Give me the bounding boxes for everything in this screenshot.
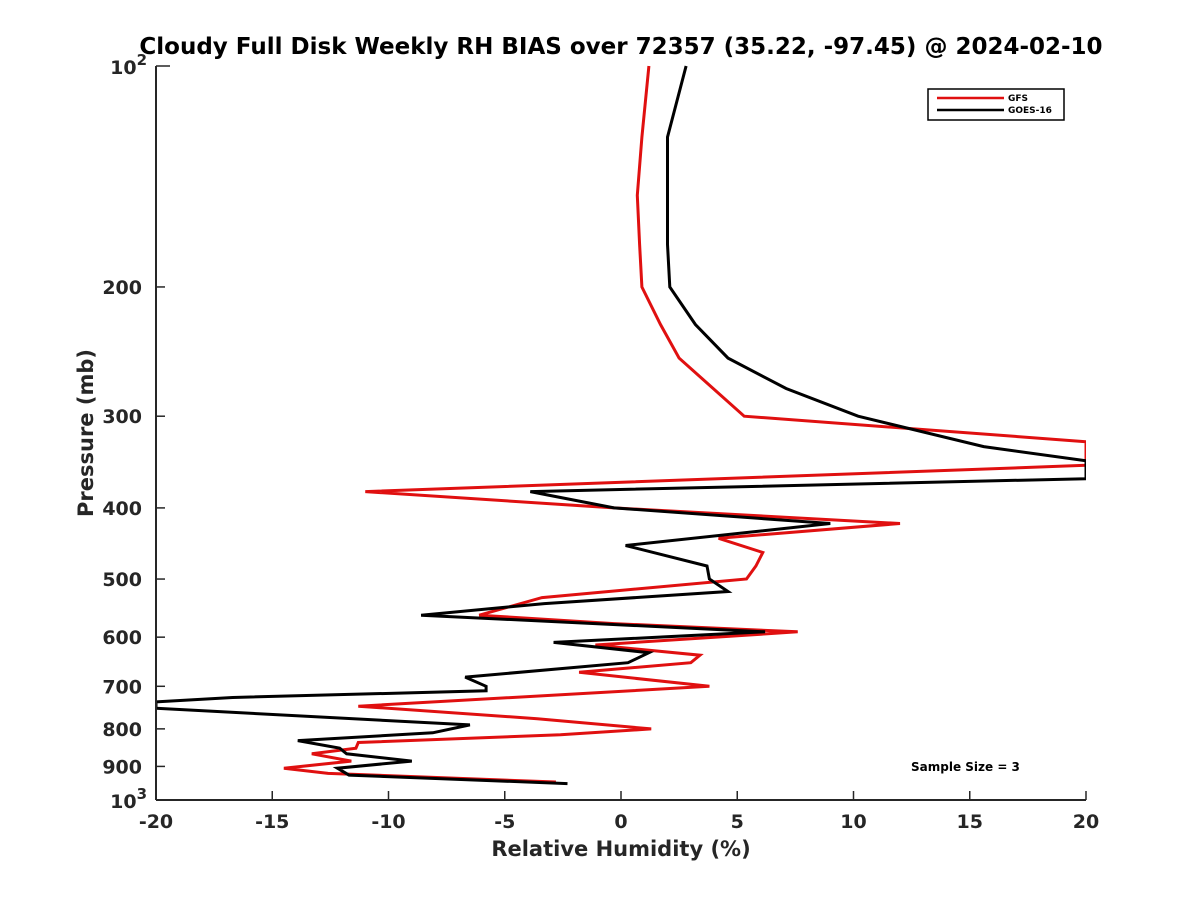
legend-label-gfs: GFS bbox=[1008, 94, 1028, 104]
series-line-gfs bbox=[283, 65, 1086, 784]
x-tick-label: -10 bbox=[371, 811, 405, 833]
legend-box bbox=[927, 88, 1065, 121]
legend: GFS GOES-16 bbox=[927, 88, 1065, 121]
y-major-tick-label: 103 bbox=[110, 785, 147, 813]
x-tick-label: -20 bbox=[139, 811, 173, 833]
y-tick-label: 700 bbox=[102, 676, 142, 698]
x-tick-label: 0 bbox=[614, 811, 627, 833]
y-axis-label: Pressure (mb) bbox=[74, 349, 98, 517]
y-tick-label: 300 bbox=[102, 406, 142, 428]
x-axis-label: Relative Humidity (%) bbox=[491, 837, 750, 861]
y-tick-label: 400 bbox=[102, 498, 142, 520]
y-tick-label: 200 bbox=[102, 277, 142, 299]
y-major-tick-label: 102 bbox=[110, 51, 147, 79]
sample-size-annotation: Sample Size = 3 bbox=[911, 760, 1020, 774]
x-tick-label: -5 bbox=[494, 811, 515, 833]
data-series bbox=[156, 65, 1086, 786]
x-tick-label: 15 bbox=[957, 811, 983, 833]
x-tick-label: -15 bbox=[255, 811, 289, 833]
y-tick-label: 900 bbox=[102, 756, 142, 778]
series-line-goes16 bbox=[156, 65, 1086, 786]
legend-label-goes16: GOES-16 bbox=[1008, 106, 1052, 116]
y-tick-label: 600 bbox=[102, 627, 142, 649]
x-tick-label: 10 bbox=[840, 811, 866, 833]
y-tick-label: 500 bbox=[102, 569, 142, 591]
x-tick-label: 5 bbox=[731, 811, 744, 833]
chart-title: Cloudy Full Disk Weekly RH BIAS over 723… bbox=[139, 34, 1102, 60]
y-tick-label: 800 bbox=[102, 719, 142, 741]
x-tick-label: 20 bbox=[1073, 811, 1099, 833]
